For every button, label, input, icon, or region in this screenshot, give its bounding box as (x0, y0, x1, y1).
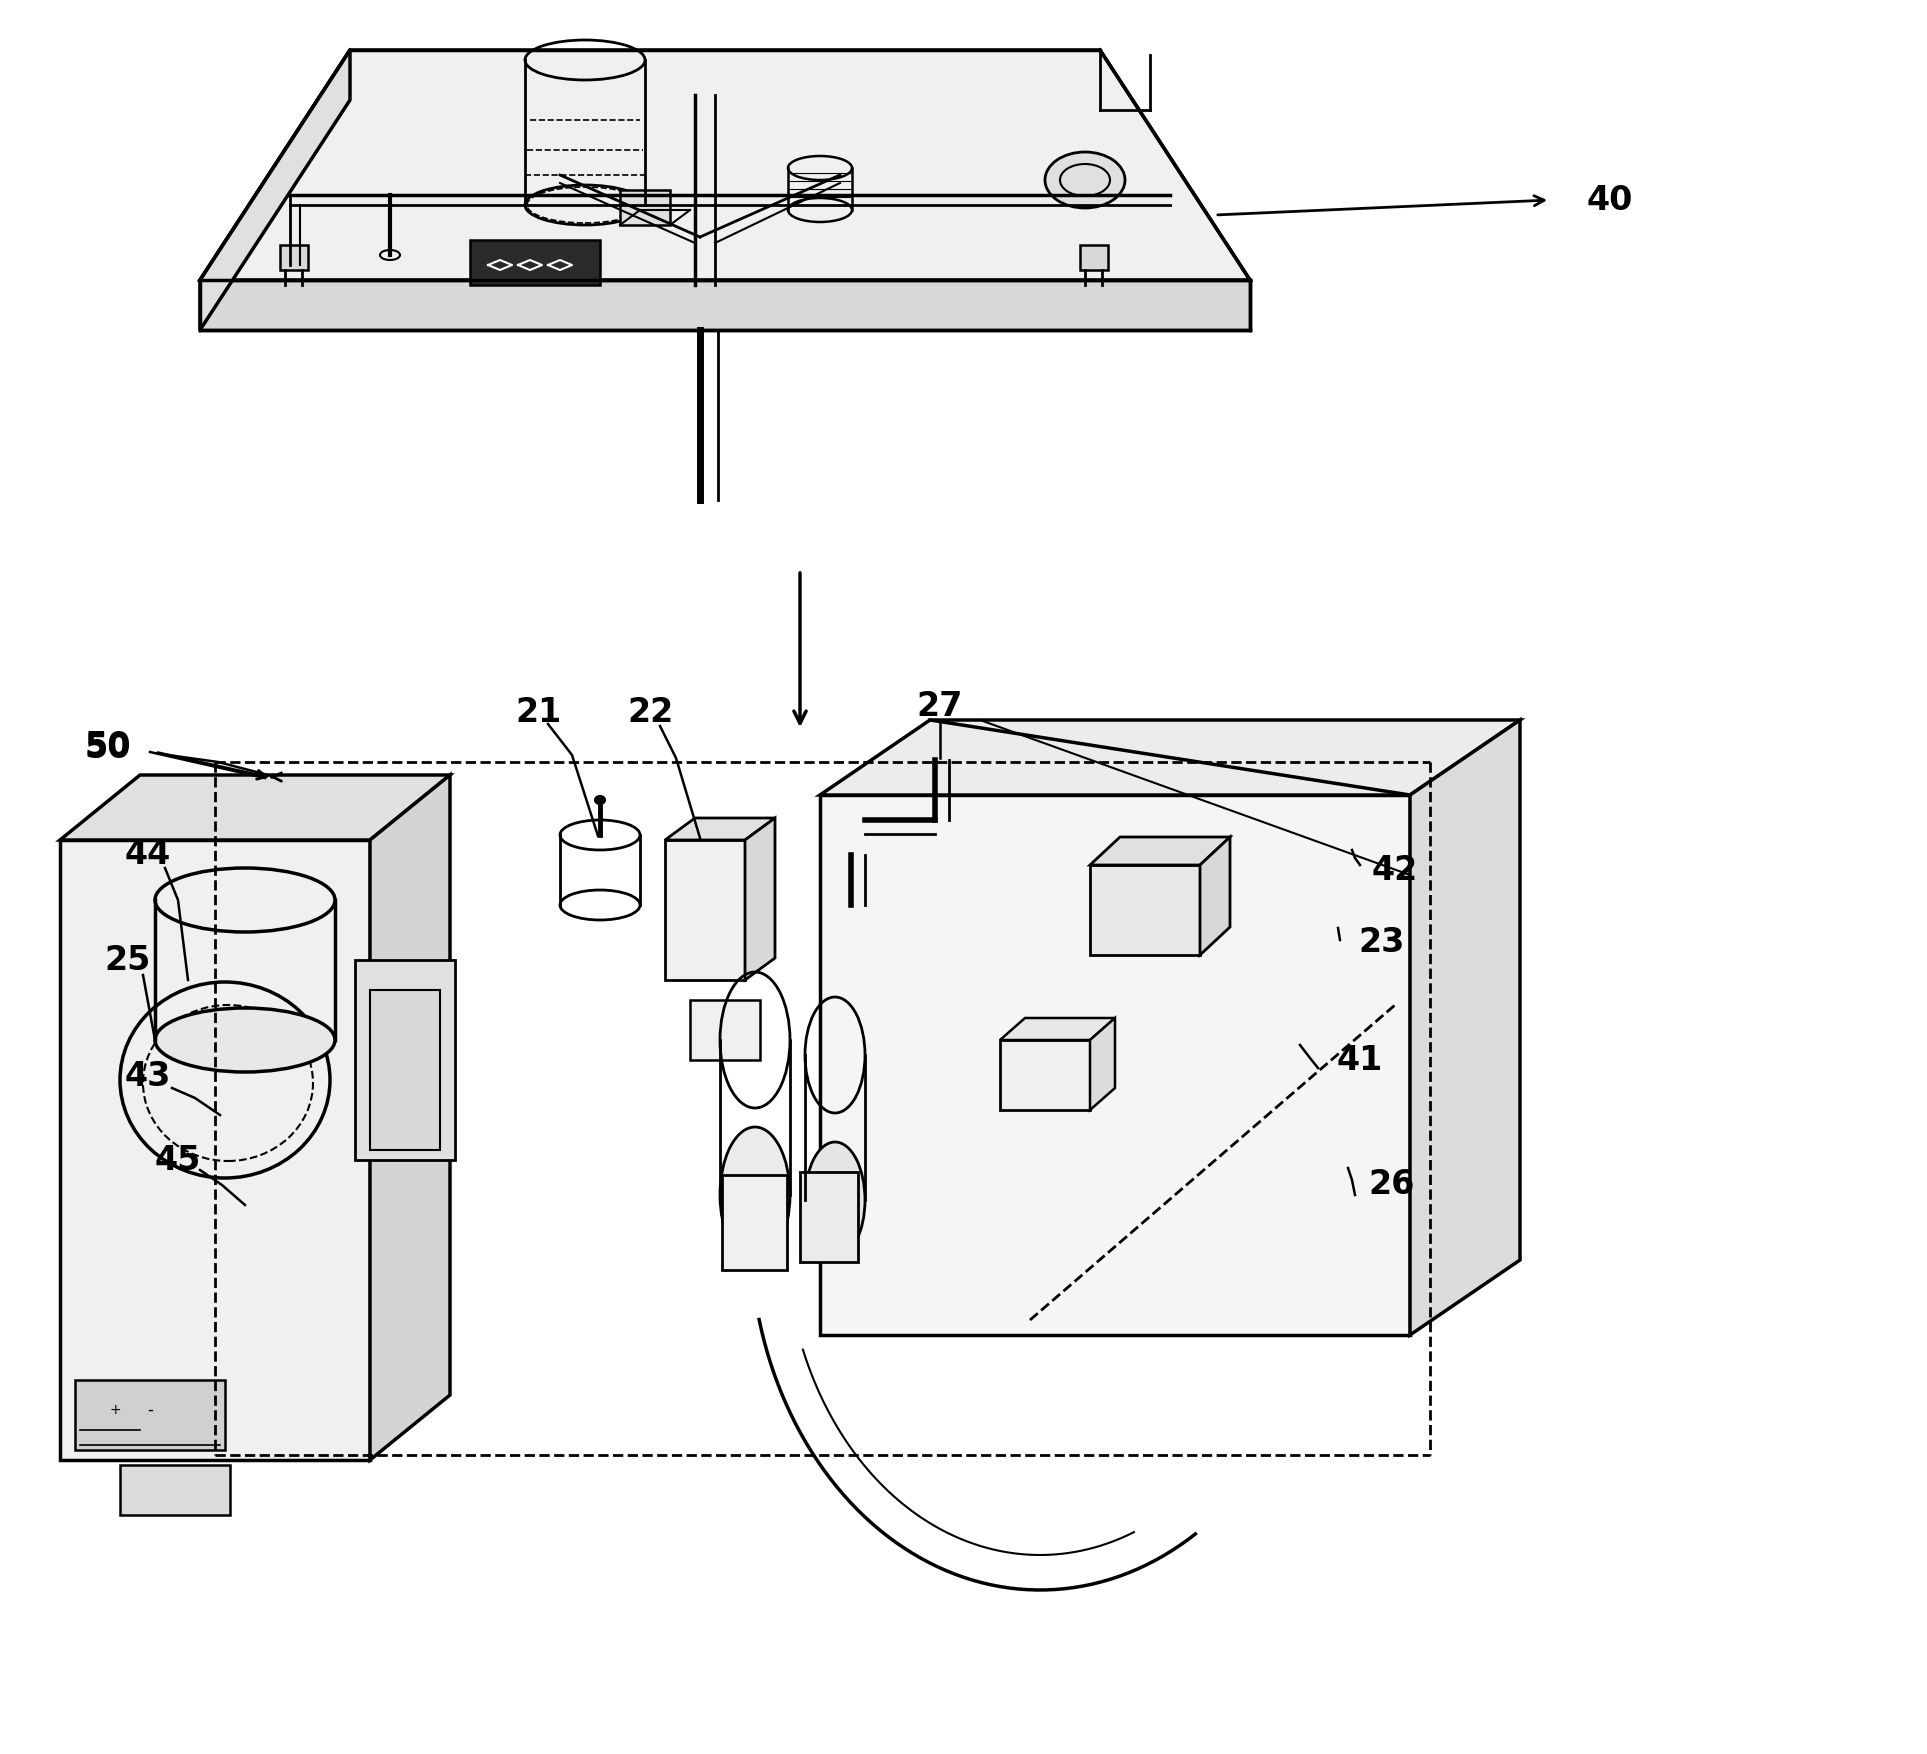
Text: 42: 42 (1372, 854, 1418, 886)
Bar (1000, 1040, 1091, 1110)
Text: 44: 44 (125, 837, 172, 870)
Bar (800, 1172, 858, 1261)
Polygon shape (1091, 1017, 1116, 1110)
Bar (821, 795, 1411, 1335)
Text: 22: 22 (626, 696, 673, 730)
Bar (370, 989, 439, 1151)
Polygon shape (665, 817, 775, 840)
Text: +: + (110, 1403, 121, 1417)
Polygon shape (370, 775, 451, 1459)
Bar (75, 1380, 225, 1451)
Bar (355, 959, 455, 1159)
Text: 21: 21 (515, 696, 561, 728)
Ellipse shape (940, 759, 973, 775)
Ellipse shape (721, 1128, 790, 1263)
Bar (119, 1465, 229, 1515)
Text: 43: 43 (125, 1059, 172, 1093)
Polygon shape (1411, 719, 1520, 1335)
Polygon shape (200, 51, 351, 330)
Text: 45: 45 (154, 1144, 200, 1177)
Ellipse shape (1044, 153, 1125, 209)
Bar (60, 840, 370, 1459)
Bar (279, 246, 308, 270)
Bar (690, 1000, 759, 1059)
Bar (723, 1175, 786, 1270)
Text: 40: 40 (1586, 184, 1634, 216)
Polygon shape (821, 719, 1520, 795)
Polygon shape (60, 775, 451, 840)
Text: 26: 26 (1368, 1168, 1414, 1201)
Text: 41: 41 (1337, 1044, 1384, 1077)
Ellipse shape (154, 1009, 335, 1072)
Ellipse shape (805, 1142, 865, 1258)
Polygon shape (1201, 837, 1229, 954)
Ellipse shape (595, 796, 605, 803)
Text: -: - (146, 1401, 152, 1419)
Text: 27: 27 (917, 689, 964, 723)
Bar (620, 189, 671, 225)
Polygon shape (1000, 1017, 1116, 1040)
Polygon shape (200, 281, 1251, 330)
Polygon shape (746, 817, 775, 980)
Polygon shape (1091, 837, 1229, 865)
Bar (470, 240, 599, 284)
Text: 25: 25 (104, 944, 150, 977)
Bar (665, 840, 746, 980)
Polygon shape (200, 51, 1251, 281)
Text: 50: 50 (85, 731, 131, 765)
Text: 50: 50 (85, 730, 131, 763)
Bar (1091, 865, 1201, 954)
Bar (1079, 246, 1108, 270)
Text: 23: 23 (1359, 926, 1405, 958)
